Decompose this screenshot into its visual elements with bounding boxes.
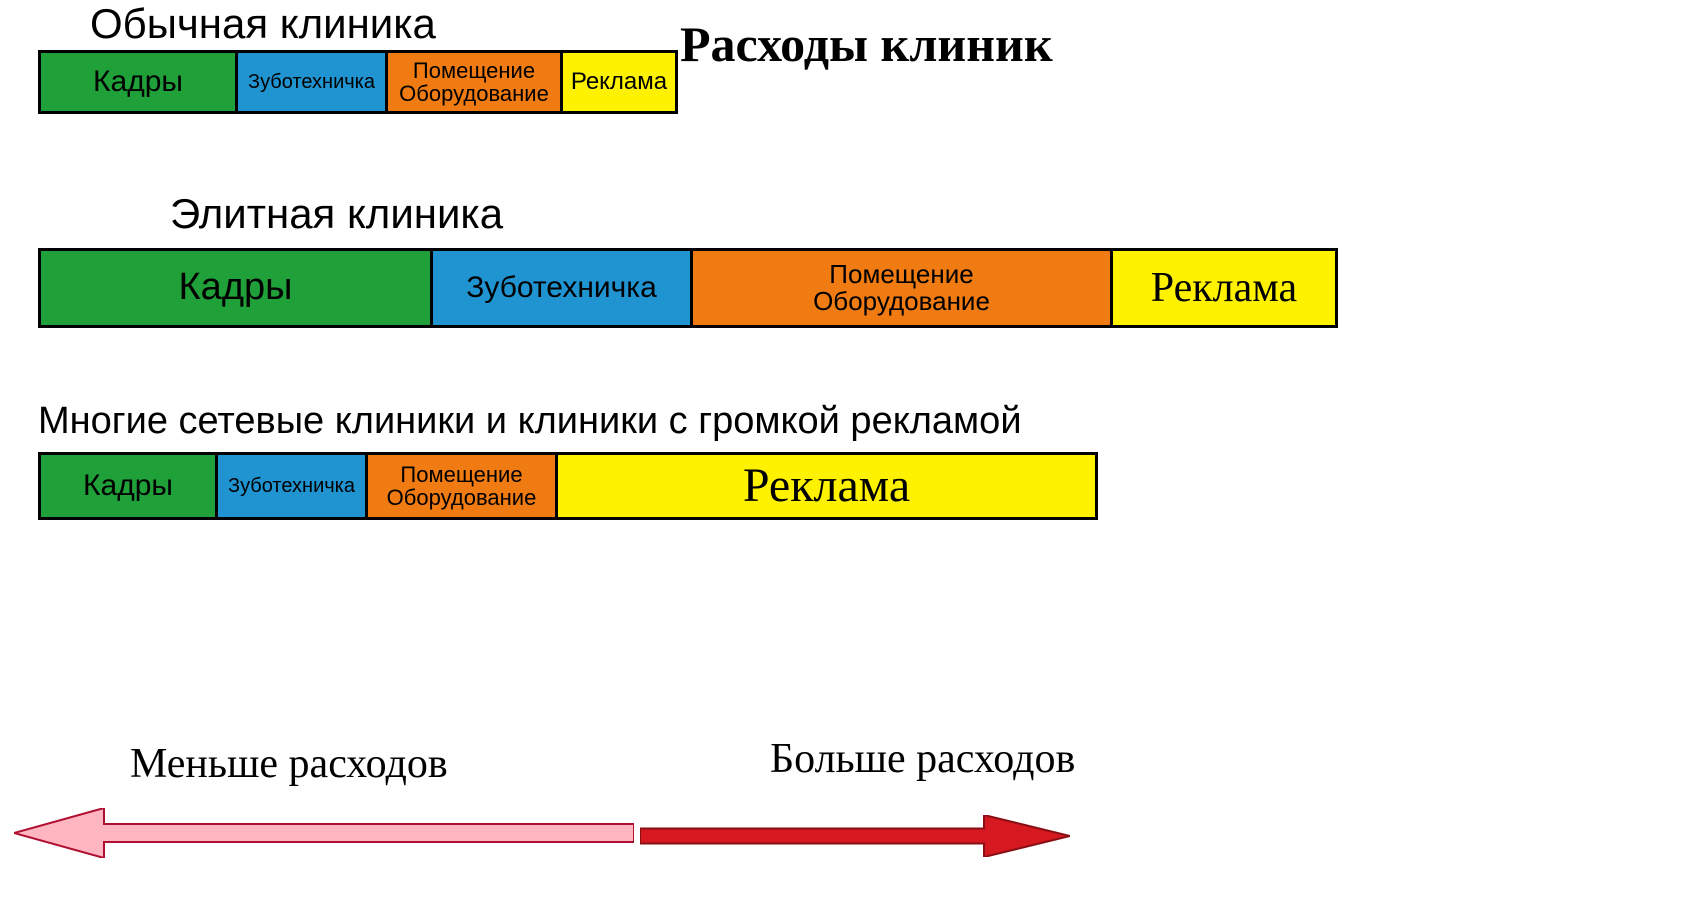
seg-elite-ads: Реклама	[1113, 248, 1338, 328]
row-label-network: Многие сетевые клиники и клиники с громк…	[38, 400, 1022, 443]
seg-network-lab: Зуботехничка	[218, 452, 368, 520]
arrow-label-less: Меньше расходов	[130, 740, 448, 788]
seg-network-staff: Кадры	[38, 452, 218, 520]
seg-ordinary-premises: Помещение Оборудование	[388, 50, 563, 114]
bar-network: Кадры Зуботехничка Помещение Оборудовани…	[38, 452, 1098, 520]
row-label-elite: Элитная клиника	[170, 190, 503, 238]
main-title: Расходы клиник	[680, 15, 1053, 73]
seg-ordinary-ads: Реклама	[563, 50, 678, 114]
seg-elite-lab: Зуботехничка	[433, 248, 693, 328]
seg-network-ads: Реклама	[558, 452, 1098, 520]
row-label-ordinary: Обычная клиника	[90, 0, 436, 48]
diagram-canvas: Расходы клиник Обычная клиника Кадры Зуб…	[0, 0, 1681, 897]
bar-elite: Кадры Зуботехничка Помещение Оборудовани…	[38, 248, 1338, 328]
seg-elite-premises: Помещение Оборудование	[693, 248, 1113, 328]
seg-elite-staff: Кадры	[38, 248, 433, 328]
seg-network-premises: Помещение Оборудование	[368, 452, 558, 520]
arrow-less	[14, 808, 634, 858]
arrow-left-icon	[14, 808, 634, 858]
seg-ordinary-lab: Зуботехничка	[238, 50, 388, 114]
arrow-right-icon	[640, 815, 1070, 857]
arrow-more	[640, 815, 1070, 857]
bar-ordinary: Кадры Зуботехничка Помещение Оборудовани…	[38, 50, 678, 114]
arrow-label-more: Больше расходов	[770, 735, 1075, 783]
seg-ordinary-staff: Кадры	[38, 50, 238, 114]
